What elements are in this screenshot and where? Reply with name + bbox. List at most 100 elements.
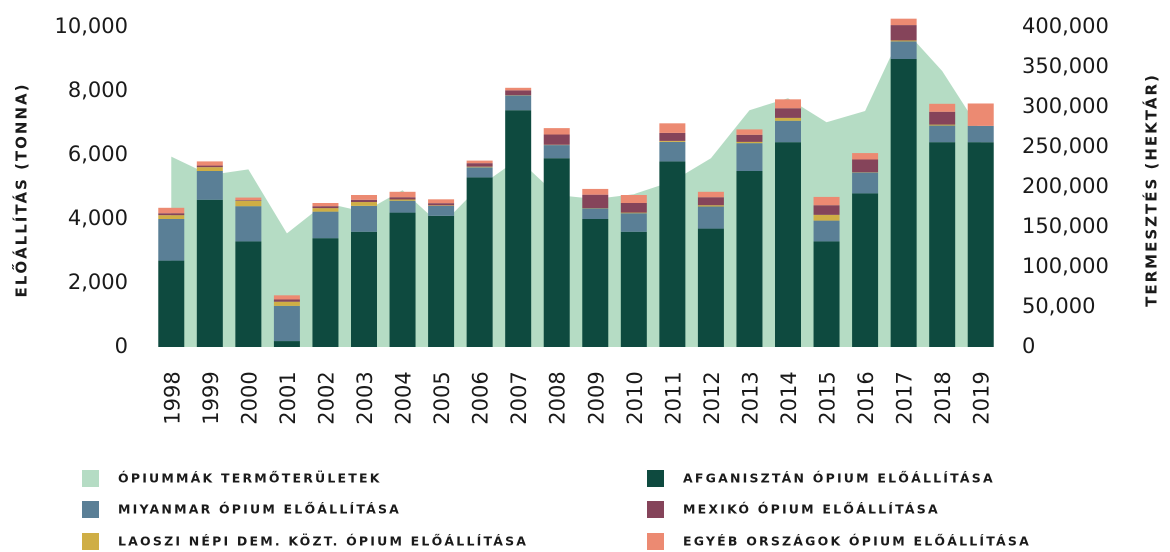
bar-segment [235,206,262,242]
legend-swatch [647,470,664,487]
legend-label: MIYANMAR ÓPIUM ELŐÁLLÍTÁSA [118,502,401,517]
bar-segment [312,203,339,207]
x-tick-label: 2013 [738,371,762,424]
bar-segment [466,166,493,168]
bar-segment [235,200,262,207]
bar-segment [582,219,609,347]
bar-segment [543,158,570,347]
bar-segment [428,203,455,206]
bar-segment [196,167,223,171]
legend-label: EGYÉB ORSZÁGOK ÓPIUM ELŐÁLLÍTÁSA [683,534,1031,549]
x-tick-label: 2014 [777,371,801,424]
legend-label: ÓPIUMMÁK TERMŐTERÜLETEK [118,471,382,486]
x-tick-label: 2001 [276,371,300,424]
y-tick-label: 10,000 [55,14,128,38]
bar-segment [196,199,223,347]
bar-segment [736,141,763,144]
bar-segment [196,165,223,168]
y-tick-label: 4,000 [68,206,128,230]
legend-swatch [82,533,99,550]
y2-tick-label: 400,000 [1022,14,1109,38]
bar-segment [389,197,416,200]
x-tick-label: 1999 [199,371,223,424]
bar-segment [697,191,724,198]
y2-tick-label: 350,000 [1022,54,1109,78]
bar-segment [312,238,339,347]
bar-segment [351,202,377,206]
bar-segment [312,211,339,239]
bar-segment [775,142,801,347]
bar-segment [775,108,801,118]
bar-segment [697,228,724,347]
bar-segment [736,143,763,171]
legend-swatch [82,470,99,487]
bar-segment [158,207,185,214]
bar-segment [929,124,956,126]
bar-segment [659,123,686,133]
bar-segment [890,41,917,59]
bar-segment [273,301,300,306]
bar-segment [890,59,917,347]
bar-segment [389,191,416,198]
x-tick-label: 1998 [160,371,184,424]
bar-segment [389,200,416,213]
bar-segment [736,129,763,135]
bar-segment [273,295,300,300]
bar-segment [351,199,377,203]
bar-segment [158,219,185,261]
bar-segment [967,142,994,347]
bar-segment [929,103,956,112]
bar-segment [273,341,300,347]
bar-segment [543,128,570,135]
bar-segment [620,203,647,213]
bar-segment [505,90,532,96]
y2-tick-label: 250,000 [1022,134,1109,158]
bar-segment [466,167,493,178]
bar-segment [235,197,262,201]
y2-tick-label: 300,000 [1022,94,1109,118]
legend-swatch [82,501,99,518]
bar-segment [158,260,185,347]
bar-segment [775,117,801,121]
bar-segment [505,110,532,347]
bar-segment [929,125,956,143]
x-tick-label: 2005 [430,371,454,424]
bar-segment [890,18,917,26]
bar-segment [967,125,994,143]
x-tick-label: 2009 [584,371,608,424]
x-tick-label: 2007 [507,371,531,424]
bar-segment [775,99,801,109]
bar-segment [196,161,223,166]
y-tick-label: 6,000 [68,142,128,166]
bar-segment [351,205,377,232]
bar-segment [466,163,493,167]
bar-segment [582,208,609,219]
x-tick-label: 2003 [353,371,377,424]
bar-segment [505,87,532,91]
bar-segment [543,134,570,145]
bar-segment [852,153,879,160]
bar-segment [697,197,724,206]
bar-segment [620,213,647,232]
bar-segment [235,200,262,201]
bar-segment [659,132,686,141]
bar-segment [736,171,763,347]
x-tick-label: 2010 [623,371,647,424]
x-tick-label: 2008 [546,371,570,424]
bar-segment [312,208,339,212]
y-tick-label: 8,000 [68,78,128,102]
bar-segment [466,160,493,164]
bar-segment [620,231,647,347]
x-tick-label: 2016 [854,371,878,424]
bar-segment [659,141,686,162]
bar-segment [967,103,994,126]
bar-segment [428,205,455,216]
bar-segment [890,25,917,41]
x-tick-label: 2018 [931,371,955,424]
bar-segment [813,205,840,215]
y2-tick-label: 0 [1022,334,1035,358]
bar-segment [852,193,879,347]
bar-segment [890,40,917,42]
bar-segment [582,194,609,209]
